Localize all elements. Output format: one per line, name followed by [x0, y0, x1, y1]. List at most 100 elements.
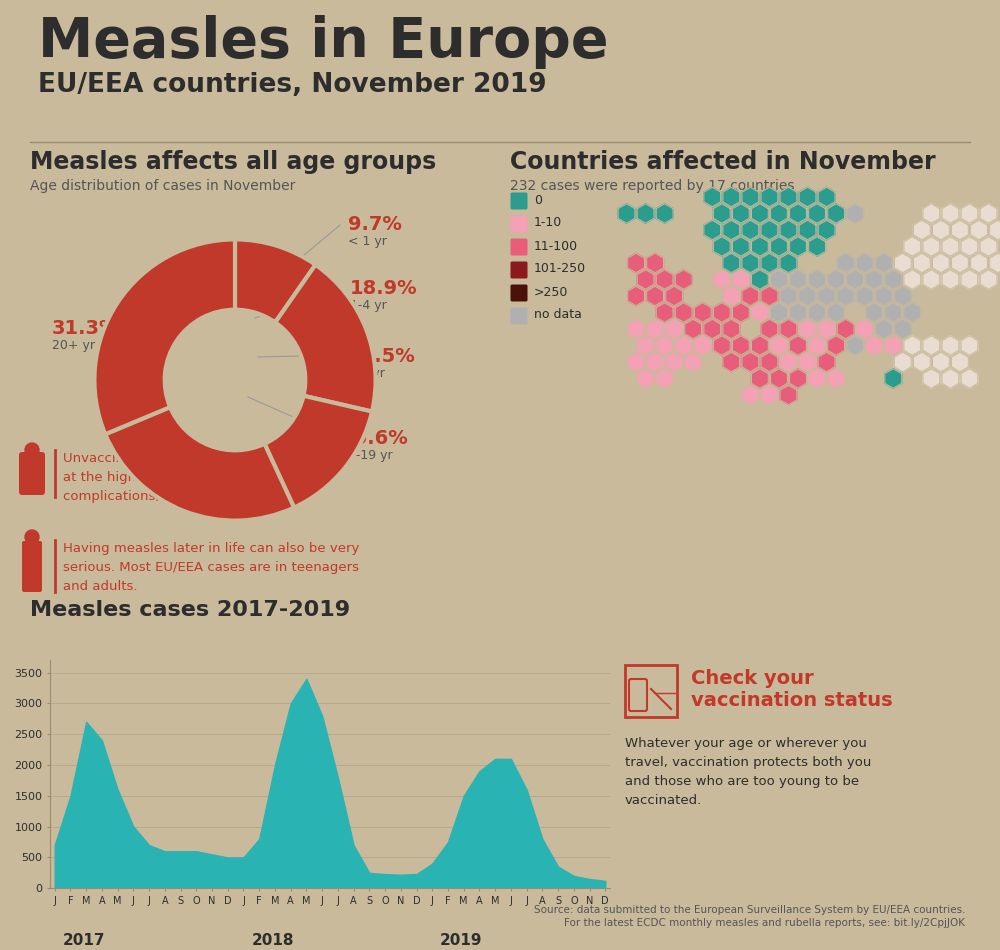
- Polygon shape: [761, 319, 778, 339]
- Polygon shape: [742, 352, 759, 371]
- Polygon shape: [752, 335, 768, 355]
- Polygon shape: [694, 335, 711, 355]
- Polygon shape: [647, 319, 663, 339]
- FancyBboxPatch shape: [511, 216, 528, 233]
- Text: Measles affects all age groups: Measles affects all age groups: [30, 150, 436, 174]
- Text: >250: >250: [534, 286, 568, 298]
- Text: < 1 yr: < 1 yr: [348, 236, 387, 249]
- Polygon shape: [818, 319, 835, 339]
- Text: Unvaccinated young children are
at the highest risk of measles and its
complicat: Unvaccinated young children are at the h…: [63, 452, 310, 503]
- Polygon shape: [828, 335, 844, 355]
- FancyBboxPatch shape: [19, 452, 45, 495]
- Text: Having measles later in life can also be very
serious. Most EU/EEA cases are in : Having measles later in life can also be…: [63, 542, 359, 593]
- Wedge shape: [235, 239, 315, 322]
- Polygon shape: [723, 319, 740, 339]
- Polygon shape: [885, 270, 902, 289]
- Polygon shape: [752, 369, 768, 389]
- Polygon shape: [942, 270, 959, 289]
- Polygon shape: [771, 335, 787, 355]
- Wedge shape: [275, 265, 376, 411]
- Polygon shape: [913, 220, 930, 239]
- Polygon shape: [923, 369, 940, 389]
- Polygon shape: [866, 303, 883, 322]
- Polygon shape: [856, 254, 873, 273]
- Polygon shape: [923, 237, 940, 256]
- Polygon shape: [961, 204, 978, 223]
- Polygon shape: [647, 254, 663, 273]
- Polygon shape: [942, 369, 959, 389]
- FancyBboxPatch shape: [511, 193, 528, 210]
- Polygon shape: [818, 286, 835, 306]
- Polygon shape: [732, 204, 749, 223]
- Polygon shape: [771, 369, 787, 389]
- Polygon shape: [723, 220, 740, 239]
- Polygon shape: [656, 204, 673, 223]
- Text: 1-10: 1-10: [534, 217, 562, 230]
- FancyBboxPatch shape: [511, 284, 528, 301]
- Polygon shape: [752, 270, 768, 289]
- Polygon shape: [637, 335, 654, 355]
- Polygon shape: [799, 319, 816, 339]
- Polygon shape: [771, 303, 787, 322]
- Polygon shape: [961, 369, 978, 389]
- Polygon shape: [961, 335, 978, 355]
- Polygon shape: [904, 335, 921, 355]
- Polygon shape: [637, 270, 654, 289]
- Polygon shape: [942, 204, 959, 223]
- Polygon shape: [818, 220, 835, 239]
- Polygon shape: [628, 254, 644, 273]
- Text: 14.5%: 14.5%: [348, 348, 416, 367]
- Polygon shape: [685, 319, 702, 339]
- Polygon shape: [828, 270, 844, 289]
- Polygon shape: [923, 204, 940, 223]
- Polygon shape: [837, 286, 854, 306]
- Polygon shape: [752, 237, 768, 256]
- FancyBboxPatch shape: [511, 238, 528, 256]
- Text: no data: no data: [534, 309, 582, 321]
- Text: 9.7%: 9.7%: [348, 216, 402, 235]
- Polygon shape: [809, 335, 825, 355]
- Polygon shape: [799, 352, 816, 371]
- Polygon shape: [780, 187, 797, 207]
- Polygon shape: [713, 204, 730, 223]
- Polygon shape: [732, 270, 749, 289]
- Polygon shape: [656, 335, 673, 355]
- Polygon shape: [761, 386, 778, 405]
- Polygon shape: [771, 270, 787, 289]
- Text: 2019: 2019: [440, 933, 483, 947]
- Polygon shape: [637, 369, 654, 389]
- Polygon shape: [799, 187, 816, 207]
- Polygon shape: [675, 335, 692, 355]
- Polygon shape: [732, 237, 749, 256]
- Polygon shape: [723, 352, 740, 371]
- Polygon shape: [856, 319, 873, 339]
- Polygon shape: [647, 352, 663, 371]
- Text: 10-19 yr: 10-19 yr: [340, 448, 393, 462]
- Polygon shape: [885, 335, 902, 355]
- Polygon shape: [980, 204, 997, 223]
- Polygon shape: [913, 254, 930, 273]
- Polygon shape: [666, 352, 683, 371]
- Polygon shape: [628, 352, 644, 371]
- Polygon shape: [923, 335, 940, 355]
- Polygon shape: [894, 319, 911, 339]
- Polygon shape: [675, 303, 692, 322]
- Polygon shape: [818, 187, 835, 207]
- Polygon shape: [666, 286, 683, 306]
- Polygon shape: [837, 254, 854, 273]
- Text: 5-9 yr: 5-9 yr: [348, 368, 385, 381]
- Polygon shape: [990, 254, 1000, 273]
- Polygon shape: [894, 254, 911, 273]
- Polygon shape: [980, 270, 997, 289]
- Polygon shape: [790, 204, 806, 223]
- Polygon shape: [933, 220, 949, 239]
- Polygon shape: [799, 286, 816, 306]
- Polygon shape: [980, 237, 997, 256]
- Polygon shape: [904, 270, 921, 289]
- Polygon shape: [723, 254, 740, 273]
- Text: 101-250: 101-250: [534, 262, 586, 276]
- Polygon shape: [818, 352, 835, 371]
- Polygon shape: [856, 286, 873, 306]
- Polygon shape: [637, 204, 654, 223]
- Polygon shape: [894, 352, 911, 371]
